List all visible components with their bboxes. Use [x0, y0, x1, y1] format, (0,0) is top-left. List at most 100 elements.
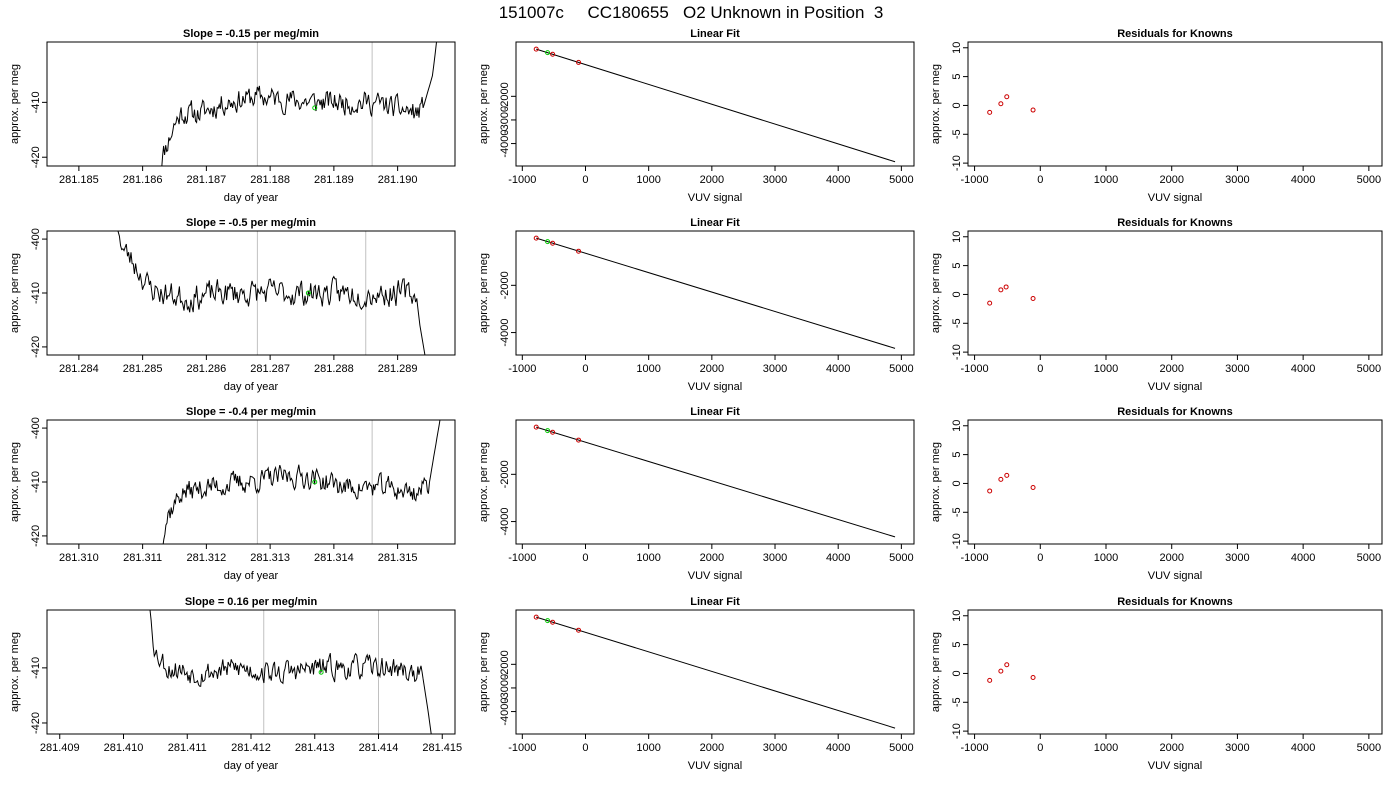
- y-tick-label: 5: [951, 74, 963, 80]
- x-tick-label: 5000: [1357, 174, 1381, 186]
- known-point: [533, 424, 539, 430]
- y-tick-label: -10: [951, 723, 963, 739]
- y-tick-label: -4000: [499, 697, 511, 725]
- panel-1-2: Residuals for Knowns -1000 0 1000 2000 3000 40…: [930, 217, 1383, 393]
- x-axis-label: day of year: [224, 381, 279, 393]
- panel-title: Slope = -0.5 per meg/min: [186, 217, 316, 229]
- known-point: [987, 300, 993, 306]
- signal-trace: [162, 464, 430, 544]
- known-point: [1004, 662, 1010, 668]
- signal-trace: [161, 85, 424, 166]
- signal-trace: [422, 678, 432, 734]
- x-tick-label: 2000: [1159, 552, 1183, 564]
- x-tick-label: 0: [1037, 174, 1043, 186]
- known-point: [550, 619, 556, 625]
- panel-title: Linear Fit: [690, 596, 740, 608]
- plot-frame: [46, 419, 456, 545]
- mean-marker: [312, 105, 318, 111]
- x-tick-label: 5000: [889, 174, 913, 186]
- plot-area: [149, 610, 432, 734]
- y-tick-label: -410: [30, 91, 42, 113]
- fit-line: [536, 237, 896, 349]
- x-axis-label: VUV signal: [1148, 381, 1202, 393]
- x-tick-label: 4000: [826, 174, 850, 186]
- y-tick-label: -10: [951, 155, 963, 171]
- x-tick-label: 281.414: [359, 742, 399, 754]
- y-axis-label: approx. per meg: [930, 442, 942, 522]
- x-tick-label: -1000: [961, 742, 989, 754]
- known-point: [998, 476, 1004, 482]
- y-axis-label: approx. per meg: [9, 632, 21, 712]
- y-tick-label: 5: [951, 263, 963, 269]
- x-tick-label: 281.189: [314, 174, 354, 186]
- x-tick-label: 281.185: [59, 174, 99, 186]
- x-tick-label: 2000: [700, 552, 724, 564]
- x-axis-label: VUV signal: [1148, 570, 1202, 582]
- panel-title: Slope = -0.4 per meg/min: [186, 406, 316, 418]
- panel-0-1: Linear Fit -1000 0 1000 2000 3000 4000 5000 -200…: [478, 28, 915, 204]
- x-tick-label: 1000: [636, 363, 660, 375]
- x-tick-label: 281.286: [186, 363, 226, 375]
- x-tick-label: 2000: [700, 174, 724, 186]
- panel-1-0: Slope = -0.5 per meg/min 281.284 281.285 28…: [9, 217, 456, 393]
- panel-2-1: Linear Fit -1000 0 1000 2000 3000 4000 5000 -200…: [478, 406, 915, 582]
- x-tick-label: 2000: [1159, 174, 1183, 186]
- y-tick-label: 0: [951, 291, 963, 297]
- y-tick-label: -420: [30, 712, 42, 734]
- mean-marker: [305, 290, 311, 296]
- x-tick-label: -1000: [508, 552, 536, 564]
- x-tick-label: 281.413: [295, 742, 335, 754]
- plot-area: [533, 424, 896, 538]
- x-tick-label: 3000: [1225, 552, 1249, 564]
- x-tick-label: 281.288: [314, 363, 354, 375]
- x-tick-label: 4000: [826, 742, 850, 754]
- y-tick-label: -4000: [499, 507, 511, 535]
- signal-trace: [429, 420, 441, 483]
- y-tick-label: 0: [951, 670, 963, 676]
- x-tick-label: 5000: [1357, 742, 1381, 754]
- y-tick-label: -4000: [499, 318, 511, 346]
- y-tick-label: -2000: [499, 82, 511, 110]
- fit-line: [536, 616, 896, 729]
- y-tick-label: 0: [951, 480, 963, 486]
- panel-0-0: Slope = -0.15 per meg/min 281.185 281.186 2…: [9, 28, 456, 204]
- panel-0-2: Residuals for Knowns -1000 0 1000 2000 3000 40…: [930, 28, 1383, 204]
- panel-title: Linear Fit: [690, 217, 740, 229]
- y-tick-label: -420: [30, 336, 42, 358]
- plot-area: [533, 46, 896, 163]
- known-point: [550, 51, 556, 57]
- y-tick-label: 10: [951, 610, 963, 622]
- fit-line: [536, 426, 896, 538]
- plot-frame: [967, 41, 1383, 167]
- y-tick-label: -3000: [499, 106, 511, 134]
- x-tick-label: 5000: [889, 552, 913, 564]
- plot-frame: [515, 419, 915, 545]
- x-tick-label: 281.411: [168, 742, 207, 754]
- x-tick-label: 2000: [1159, 742, 1183, 754]
- x-tick-label: -1000: [961, 174, 989, 186]
- y-axis-label: approx. per meg: [478, 253, 490, 333]
- x-tick-label: 5000: [1357, 552, 1381, 564]
- x-tick-label: 1000: [1094, 742, 1118, 754]
- x-tick-label: 2000: [700, 363, 724, 375]
- panel-title: Residuals for Knowns: [1117, 28, 1233, 40]
- x-axis-label: VUV signal: [688, 192, 742, 204]
- y-tick-label: -2000: [499, 271, 511, 299]
- plot-area: [987, 94, 1036, 115]
- y-tick-label: 10: [951, 231, 963, 243]
- x-tick-label: 281.415: [422, 742, 462, 754]
- known-point: [550, 240, 556, 246]
- unknown-point: [545, 618, 551, 624]
- x-tick-label: 3000: [763, 363, 787, 375]
- known-point: [576, 59, 582, 65]
- plot-frame: [967, 609, 1383, 735]
- plot-frame: [515, 609, 915, 735]
- panel-2-0: Slope = -0.4 per meg/min 281.310 281.311 28…: [9, 406, 456, 582]
- known-point: [576, 437, 582, 443]
- known-point: [998, 668, 1004, 674]
- y-axis-label: approx. per meg: [9, 64, 21, 144]
- x-tick-label: 4000: [1291, 174, 1315, 186]
- y-tick-label: -400: [30, 417, 42, 439]
- x-tick-label: 281.412: [231, 742, 271, 754]
- y-tick-label: -5: [951, 507, 963, 517]
